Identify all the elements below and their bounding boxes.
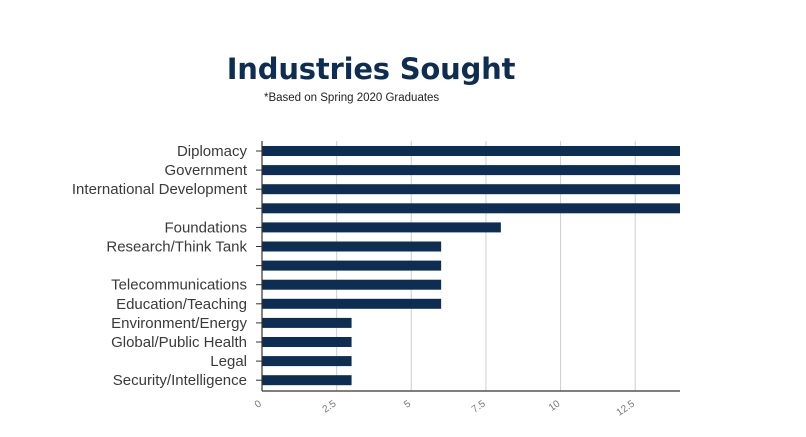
bar	[262, 146, 680, 156]
bar	[262, 241, 442, 252]
x-tick-label: 12.5	[615, 398, 638, 418]
chart-title: Industries Sought	[226, 52, 516, 86]
bar	[262, 298, 442, 309]
category-label: Security/Intelligence	[113, 372, 247, 389]
bar	[262, 279, 442, 290]
bar	[262, 260, 442, 271]
bar	[262, 165, 680, 176]
x-tick-label: 0	[253, 398, 264, 410]
axes	[256, 141, 680, 392]
bar	[262, 317, 352, 328]
bars	[262, 146, 680, 386]
tick-labels: 0 2.5 5 7.5 10 12.5	[253, 398, 637, 418]
bar	[262, 375, 352, 386]
category-label: Education/Teaching	[116, 296, 247, 313]
bar	[262, 337, 352, 347]
category-label: Legal	[210, 353, 247, 370]
x-tick-label: 10	[547, 398, 563, 414]
category-labels: Diplomacy Government International Develop…	[72, 143, 248, 389]
category-label: Foundations	[164, 219, 247, 236]
x-tick-label: 2.5	[321, 398, 339, 415]
bar	[262, 203, 680, 214]
category-label: Diplomacy	[177, 143, 248, 160]
category-label: Research/Think Tank	[106, 239, 247, 256]
category-label: International Development	[72, 181, 248, 198]
category-label: Global/Public Health	[111, 334, 247, 351]
bar	[262, 356, 352, 367]
x-tick-label: 5	[402, 398, 413, 410]
category-label: Government	[164, 162, 247, 179]
category-label: Environment/Energy	[111, 315, 247, 332]
bar	[262, 184, 680, 195]
chart-subtitle: *Based on Spring 2020 Graduates	[264, 92, 440, 104]
category-label: Telecommunications	[111, 277, 247, 294]
bar	[262, 222, 501, 233]
x-tick-label: 7.5	[470, 398, 488, 415]
